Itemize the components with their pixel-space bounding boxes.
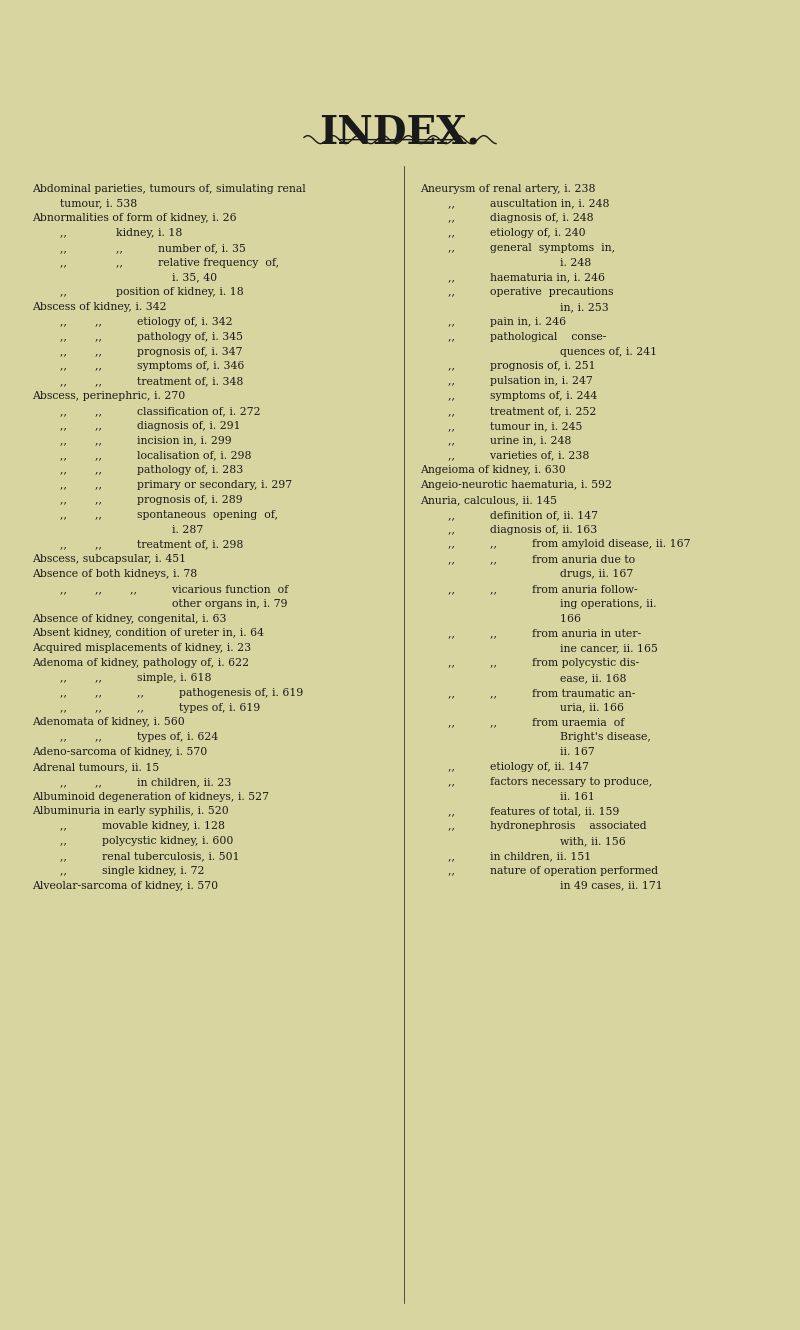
Text: ,,          urine in, i. 248: ,, urine in, i. 248 [420, 436, 571, 446]
Text: ,,        ,,          diagnosis of, i. 291: ,, ,, diagnosis of, i. 291 [32, 420, 241, 431]
Text: ,,        ,,          primary or secondary, i. 297: ,, ,, primary or secondary, i. 297 [32, 480, 292, 491]
Text: Abscess, perinephric, i. 270: Abscess, perinephric, i. 270 [32, 391, 186, 402]
Text: ,,          ,,          from anuria in uter-: ,, ,, from anuria in uter- [420, 629, 641, 638]
Text: ,,        ,,          pathology of, i. 283: ,, ,, pathology of, i. 283 [32, 465, 243, 475]
Text: ,,          haematuria in, i. 246: ,, haematuria in, i. 246 [420, 273, 605, 282]
Text: ,,          single kidney, i. 72: ,, single kidney, i. 72 [32, 866, 205, 875]
Text: ,,          auscultation in, i. 248: ,, auscultation in, i. 248 [420, 198, 610, 209]
Text: ,,        ,,          treatment of, i. 348: ,, ,, treatment of, i. 348 [32, 376, 243, 386]
Text: ,,          in children, ii. 151: ,, in children, ii. 151 [420, 851, 591, 861]
Text: Absence of kidney, congenital, i. 63: Absence of kidney, congenital, i. 63 [32, 613, 226, 624]
Text: Albuminoid degeneration of kidneys, i. 527: Albuminoid degeneration of kidneys, i. 5… [32, 791, 269, 802]
Text: ,,          features of total, ii. 159: ,, features of total, ii. 159 [420, 806, 619, 817]
Text: ,,        ,,          pathology of, i. 345: ,, ,, pathology of, i. 345 [32, 332, 243, 342]
Text: ,,          definition of, ii. 147: ,, definition of, ii. 147 [420, 509, 598, 520]
Text: ,,        ,,          localisation of, i. 298: ,, ,, localisation of, i. 298 [32, 451, 251, 460]
Text: ,,          pathological    conse-: ,, pathological conse- [420, 332, 606, 342]
Text: ,,        ,,          in children, ii. 23: ,, ,, in children, ii. 23 [32, 777, 231, 787]
Text: ,,          pulsation in, i. 247: ,, pulsation in, i. 247 [420, 376, 593, 386]
Text: ii. 167: ii. 167 [420, 747, 594, 757]
Text: ease, ii. 168: ease, ii. 168 [420, 673, 626, 682]
Text: in 49 cases, ii. 171: in 49 cases, ii. 171 [420, 880, 662, 891]
Text: ,,        ,,          prognosis of, i. 347: ,, ,, prognosis of, i. 347 [32, 347, 242, 356]
Text: ,,          ,,          from uraemia  of: ,, ,, from uraemia of [420, 717, 624, 728]
Text: i. 35, 40: i. 35, 40 [32, 273, 217, 282]
Text: ,,          ,,          from anuria follow-: ,, ,, from anuria follow- [420, 584, 638, 595]
Text: ,,        ,,          ,,          pathogenesis of, i. 619: ,, ,, ,, pathogenesis of, i. 619 [32, 688, 303, 698]
Text: Anuria, calculous, ii. 145: Anuria, calculous, ii. 145 [420, 495, 557, 505]
Text: ,,          factors necessary to produce,: ,, factors necessary to produce, [420, 777, 652, 787]
Text: ii. 161: ii. 161 [420, 791, 595, 802]
Text: ,,              ,,          relative frequency  of,: ,, ,, relative frequency of, [32, 258, 279, 267]
Text: ,,        ,,          treatment of, i. 298: ,, ,, treatment of, i. 298 [32, 540, 243, 549]
Text: Absent kidney, condition of ureter in, i. 64: Absent kidney, condition of ureter in, i… [32, 629, 264, 638]
Text: other organs in, i. 79: other organs in, i. 79 [32, 598, 287, 609]
Text: Acquired misplacements of kidney, i. 23: Acquired misplacements of kidney, i. 23 [32, 644, 251, 653]
Text: tumour, i. 538: tumour, i. 538 [32, 198, 138, 209]
Text: Alveolar-sarcoma of kidney, i. 570: Alveolar-sarcoma of kidney, i. 570 [32, 880, 218, 891]
Text: Adenomata of kidney, i. 560: Adenomata of kidney, i. 560 [32, 717, 185, 728]
Text: drugs, ii. 167: drugs, ii. 167 [420, 569, 634, 579]
Text: Adeno-sarcoma of kidney, i. 570: Adeno-sarcoma of kidney, i. 570 [32, 747, 207, 757]
Text: ,,          symptoms of, i. 244: ,, symptoms of, i. 244 [420, 391, 598, 402]
Text: ,,        ,,          symptoms of, i. 346: ,, ,, symptoms of, i. 346 [32, 362, 244, 371]
Text: Absence of both kidneys, i. 78: Absence of both kidneys, i. 78 [32, 569, 198, 579]
Text: Adenoma of kidney, pathology of, i. 622: Adenoma of kidney, pathology of, i. 622 [32, 658, 249, 668]
Text: ,,              position of kidney, i. 18: ,, position of kidney, i. 18 [32, 287, 244, 298]
Text: ,,          polycystic kidney, i. 600: ,, polycystic kidney, i. 600 [32, 837, 234, 846]
Text: ,,              ,,          number of, i. 35: ,, ,, number of, i. 35 [32, 243, 246, 253]
Text: ,,        ,,        ,,          vicarious function  of: ,, ,, ,, vicarious function of [32, 584, 288, 595]
Text: ,,          varieties of, i. 238: ,, varieties of, i. 238 [420, 451, 590, 460]
Text: i. 287: i. 287 [32, 524, 203, 535]
Text: ,,        ,,          ,,          types of, i. 619: ,, ,, ,, types of, i. 619 [32, 702, 260, 713]
Text: ,,          general  symptoms  in,: ,, general symptoms in, [420, 243, 615, 253]
Text: ,,          renal tuberculosis, i. 501: ,, renal tuberculosis, i. 501 [32, 851, 240, 861]
Text: ,,          diagnosis of, ii. 163: ,, diagnosis of, ii. 163 [420, 524, 598, 535]
Text: ,,          prognosis of, i. 251: ,, prognosis of, i. 251 [420, 362, 596, 371]
Text: ,,        ,,          types of, i. 624: ,, ,, types of, i. 624 [32, 733, 218, 742]
Text: ,,        ,,          incision in, i. 299: ,, ,, incision in, i. 299 [32, 436, 232, 446]
Text: ,,          tumour in, i. 245: ,, tumour in, i. 245 [420, 420, 582, 431]
Text: ,,        ,,          etiology of, i. 342: ,, ,, etiology of, i. 342 [32, 317, 233, 327]
Text: 166: 166 [420, 613, 581, 624]
Text: Abscess, subcapsular, i. 451: Abscess, subcapsular, i. 451 [32, 555, 186, 564]
Text: Bright's disease,: Bright's disease, [420, 733, 651, 742]
Text: ,,          diagnosis of, i. 248: ,, diagnosis of, i. 248 [420, 213, 594, 223]
Text: uria, ii. 166: uria, ii. 166 [420, 702, 624, 713]
Text: ,,          pain in, i. 246: ,, pain in, i. 246 [420, 317, 566, 327]
Text: Adrenal tumours, ii. 15: Adrenal tumours, ii. 15 [32, 762, 159, 771]
Text: Abnormalities of form of kidney, i. 26: Abnormalities of form of kidney, i. 26 [32, 213, 237, 223]
Text: ,,        ,,          simple, i. 618: ,, ,, simple, i. 618 [32, 673, 211, 682]
Text: Albuminuria in early syphilis, i. 520: Albuminuria in early syphilis, i. 520 [32, 806, 229, 817]
Text: Angeio-neurotic haematuria, i. 592: Angeio-neurotic haematuria, i. 592 [420, 480, 612, 491]
Text: ,,          operative  precautions: ,, operative precautions [420, 287, 614, 298]
Text: ,,        ,,          prognosis of, i. 289: ,, ,, prognosis of, i. 289 [32, 495, 242, 505]
Text: ,,          etiology of, i. 240: ,, etiology of, i. 240 [420, 227, 586, 238]
Text: ,,          hydronephrosis    associated: ,, hydronephrosis associated [420, 821, 646, 831]
Text: ,,        ,,          spontaneous  opening  of,: ,, ,, spontaneous opening of, [32, 509, 278, 520]
Text: ,,          ,,          from traumatic an-: ,, ,, from traumatic an- [420, 688, 635, 698]
Text: Abscess of kidney, i. 342: Abscess of kidney, i. 342 [32, 302, 166, 313]
Text: i. 248: i. 248 [420, 258, 591, 267]
Text: ,,          ,,          from anuria due to: ,, ,, from anuria due to [420, 555, 635, 564]
Text: ,,          movable kidney, i. 128: ,, movable kidney, i. 128 [32, 821, 225, 831]
Text: ine cancer, ii. 165: ine cancer, ii. 165 [420, 644, 658, 653]
Text: Angeioma of kidney, i. 630: Angeioma of kidney, i. 630 [420, 465, 566, 475]
Text: ing operations, ii.: ing operations, ii. [420, 598, 657, 609]
Text: INDEX.: INDEX. [319, 113, 481, 152]
Text: in, i. 253: in, i. 253 [420, 302, 609, 313]
Text: ,,              kidney, i. 18: ,, kidney, i. 18 [32, 227, 182, 238]
Text: Aneurysm of renal artery, i. 238: Aneurysm of renal artery, i. 238 [420, 184, 595, 194]
Text: ,,          etiology of, ii. 147: ,, etiology of, ii. 147 [420, 762, 589, 771]
Text: ,,        ,,          classification of, i. 272: ,, ,, classification of, i. 272 [32, 406, 261, 416]
Text: ,,          treatment of, i. 252: ,, treatment of, i. 252 [420, 406, 596, 416]
Text: ,,          nature of operation performed: ,, nature of operation performed [420, 866, 658, 875]
Text: ,,          ,,          from amyloid disease, ii. 167: ,, ,, from amyloid disease, ii. 167 [420, 540, 690, 549]
Text: with, ii. 156: with, ii. 156 [420, 837, 626, 846]
Text: ,,          ,,          from polycystic dis-: ,, ,, from polycystic dis- [420, 658, 639, 668]
Text: Abdominal parieties, tumours of, simulating renal: Abdominal parieties, tumours of, simulat… [32, 184, 306, 194]
Text: quences of, i. 241: quences of, i. 241 [420, 347, 657, 356]
